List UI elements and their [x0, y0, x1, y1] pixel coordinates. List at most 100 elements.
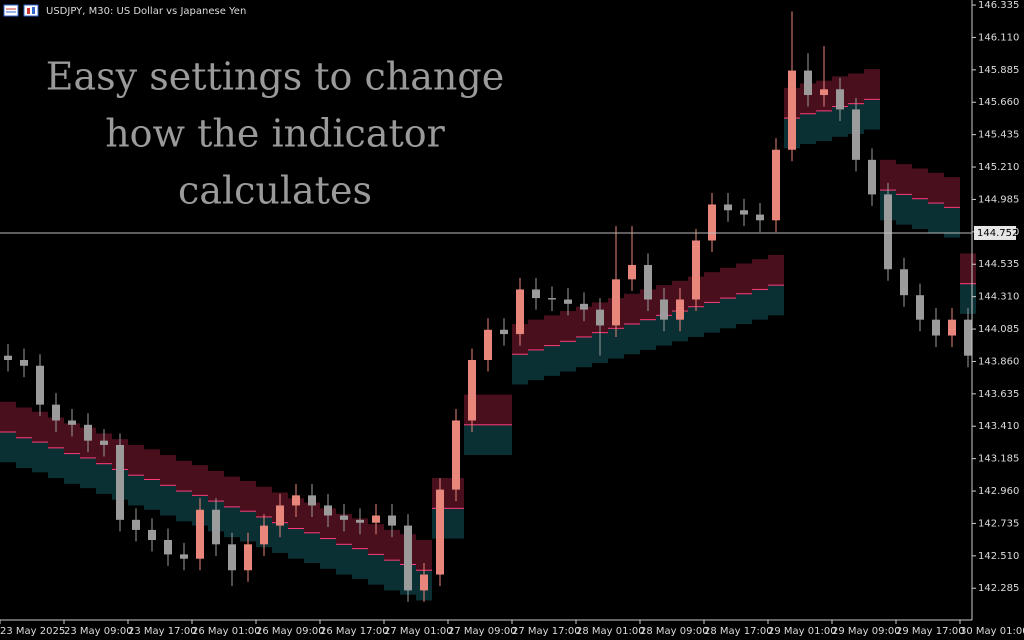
upper-band: [256, 486, 272, 517]
lower-band: [512, 354, 528, 385]
upper-band: [32, 411, 48, 443]
upper-band: [192, 465, 208, 496]
candle-body: [52, 404, 60, 421]
candle-body: [676, 299, 684, 320]
upper-band: [240, 480, 256, 512]
upper-band: [0, 401, 16, 432]
lower-band: [912, 198, 928, 229]
lower-band: [944, 207, 960, 238]
y-tick-label: 144.085: [978, 324, 1019, 335]
upper-band: [496, 394, 512, 425]
candle-body: [84, 424, 92, 441]
upper-band: [560, 311, 576, 342]
candle-body: [196, 509, 204, 559]
upper-band: [944, 177, 960, 208]
x-tick-label: 28 May 17:00: [704, 626, 773, 637]
candle-body: [276, 505, 284, 526]
upper-band: [304, 502, 320, 533]
crosshair-label: 144.752: [977, 228, 1018, 239]
upper-band: [704, 272, 720, 303]
y-tick-label: 142.285: [978, 583, 1019, 594]
candle-body: [180, 554, 188, 559]
candle-body: [36, 365, 44, 405]
upper-band: [144, 449, 160, 480]
upper-band: [368, 524, 384, 555]
x-tick-label: 27 May 09:00: [448, 626, 517, 637]
candle-body: [372, 515, 380, 523]
candle-body: [596, 309, 604, 326]
candle-body: [260, 525, 268, 545]
upper-band: [768, 254, 784, 286]
x-tick-label: 27 May 17:00: [512, 626, 581, 637]
x-tick-label: 23 May 17:00: [128, 626, 197, 637]
y-tick-label: 146.335: [978, 0, 1019, 11]
y-tick-label: 142.960: [978, 486, 1019, 497]
chart-icon[interactable]: [23, 4, 39, 17]
lower-band: [896, 194, 912, 225]
upper-band: [544, 315, 560, 346]
lower-band: [160, 485, 176, 516]
lower-band: [800, 113, 816, 144]
lower-band: [176, 491, 192, 522]
candle-body: [404, 525, 412, 591]
candle-body: [932, 319, 940, 336]
lower-band: [736, 293, 752, 324]
lower-band: [272, 522, 288, 553]
candle-body: [324, 505, 332, 516]
menu-icon[interactable]: [3, 4, 19, 17]
lower-band: [752, 289, 768, 320]
lower-band: [96, 463, 112, 494]
upper-band: [208, 470, 224, 502]
upper-band: [864, 69, 880, 100]
candle-body: [340, 515, 348, 520]
x-tick-label: 26 May 09:00: [256, 626, 325, 637]
lower-band: [624, 324, 640, 355]
upper-band: [848, 73, 864, 104]
candle-body: [532, 289, 540, 299]
upper-band: [64, 423, 80, 454]
candle-body: [804, 70, 812, 96]
lower-band: [240, 511, 256, 542]
candle-body: [164, 540, 172, 555]
lower-band: [320, 538, 336, 569]
lower-band: [352, 548, 368, 579]
candle-body: [836, 89, 844, 110]
y-tick-label: 143.410: [978, 421, 1019, 432]
lower-band: [704, 302, 720, 333]
upper-band: [624, 293, 640, 324]
candle-body: [500, 329, 508, 335]
candle-body: [900, 269, 908, 296]
candle-body: [884, 194, 892, 270]
candle-body: [308, 495, 316, 506]
candle-body: [484, 329, 492, 360]
annotation-line: Easy settings to change: [46, 55, 504, 99]
candle-body: [692, 240, 700, 300]
lower-band: [480, 424, 496, 456]
upper-band: [480, 394, 496, 425]
lower-band: [864, 99, 880, 130]
lower-band: [544, 345, 560, 376]
y-tick-label: 146.110: [978, 32, 1019, 43]
upper-band: [48, 417, 64, 448]
lower-band: [304, 532, 320, 564]
candle-body: [116, 444, 124, 520]
candle-body: [468, 360, 476, 421]
upper-band: [224, 476, 240, 507]
upper-band: [736, 263, 752, 294]
candle-body: [788, 70, 796, 150]
upper-band: [576, 306, 592, 337]
x-tick-label: 29 May 01:00: [768, 626, 837, 637]
y-tick-label: 144.310: [978, 292, 1019, 303]
candle-body: [212, 509, 220, 545]
lower-band: [288, 528, 304, 559]
candle-body: [548, 298, 556, 300]
lower-band: [80, 457, 96, 489]
candle-body: [564, 299, 572, 304]
lower-band: [528, 349, 544, 381]
y-tick-label: 143.635: [978, 389, 1019, 400]
candle-body: [628, 264, 636, 280]
candle-body: [580, 303, 588, 310]
candle-body: [228, 544, 236, 571]
crosshair-label-box: [974, 225, 1016, 240]
